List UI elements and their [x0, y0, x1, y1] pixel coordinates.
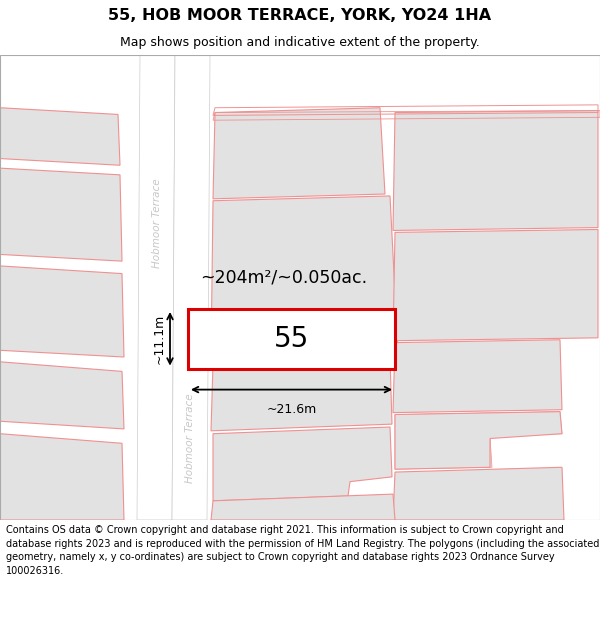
- Polygon shape: [213, 107, 385, 199]
- Text: Hobmoor Terrace: Hobmoor Terrace: [185, 394, 195, 483]
- Text: Hobmoor Terrace: Hobmoor Terrace: [152, 178, 162, 268]
- Text: ~21.6m: ~21.6m: [266, 403, 317, 416]
- Polygon shape: [395, 412, 562, 469]
- Polygon shape: [0, 266, 124, 357]
- Polygon shape: [211, 357, 392, 431]
- Polygon shape: [137, 55, 175, 520]
- Text: Map shows position and indicative extent of the property.: Map shows position and indicative extent…: [120, 36, 480, 49]
- Text: ~11.1m: ~11.1m: [153, 314, 166, 364]
- Polygon shape: [393, 340, 562, 412]
- Polygon shape: [172, 55, 210, 520]
- Polygon shape: [213, 427, 392, 501]
- Polygon shape: [0, 434, 124, 520]
- Text: 55: 55: [274, 325, 309, 352]
- Polygon shape: [393, 111, 598, 231]
- Text: 55, HOB MOOR TERRACE, YORK, YO24 1HA: 55, HOB MOOR TERRACE, YORK, YO24 1HA: [109, 8, 491, 23]
- Polygon shape: [0, 168, 122, 261]
- Polygon shape: [393, 229, 598, 341]
- Polygon shape: [395, 412, 562, 469]
- Polygon shape: [0, 107, 120, 165]
- Polygon shape: [211, 494, 395, 520]
- Polygon shape: [393, 468, 564, 520]
- Polygon shape: [211, 196, 398, 360]
- Text: ~204m²/~0.050ac.: ~204m²/~0.050ac.: [200, 268, 367, 286]
- Polygon shape: [0, 362, 124, 429]
- Bar: [188, 309, 395, 369]
- Text: Contains OS data © Crown copyright and database right 2021. This information is : Contains OS data © Crown copyright and d…: [6, 525, 599, 576]
